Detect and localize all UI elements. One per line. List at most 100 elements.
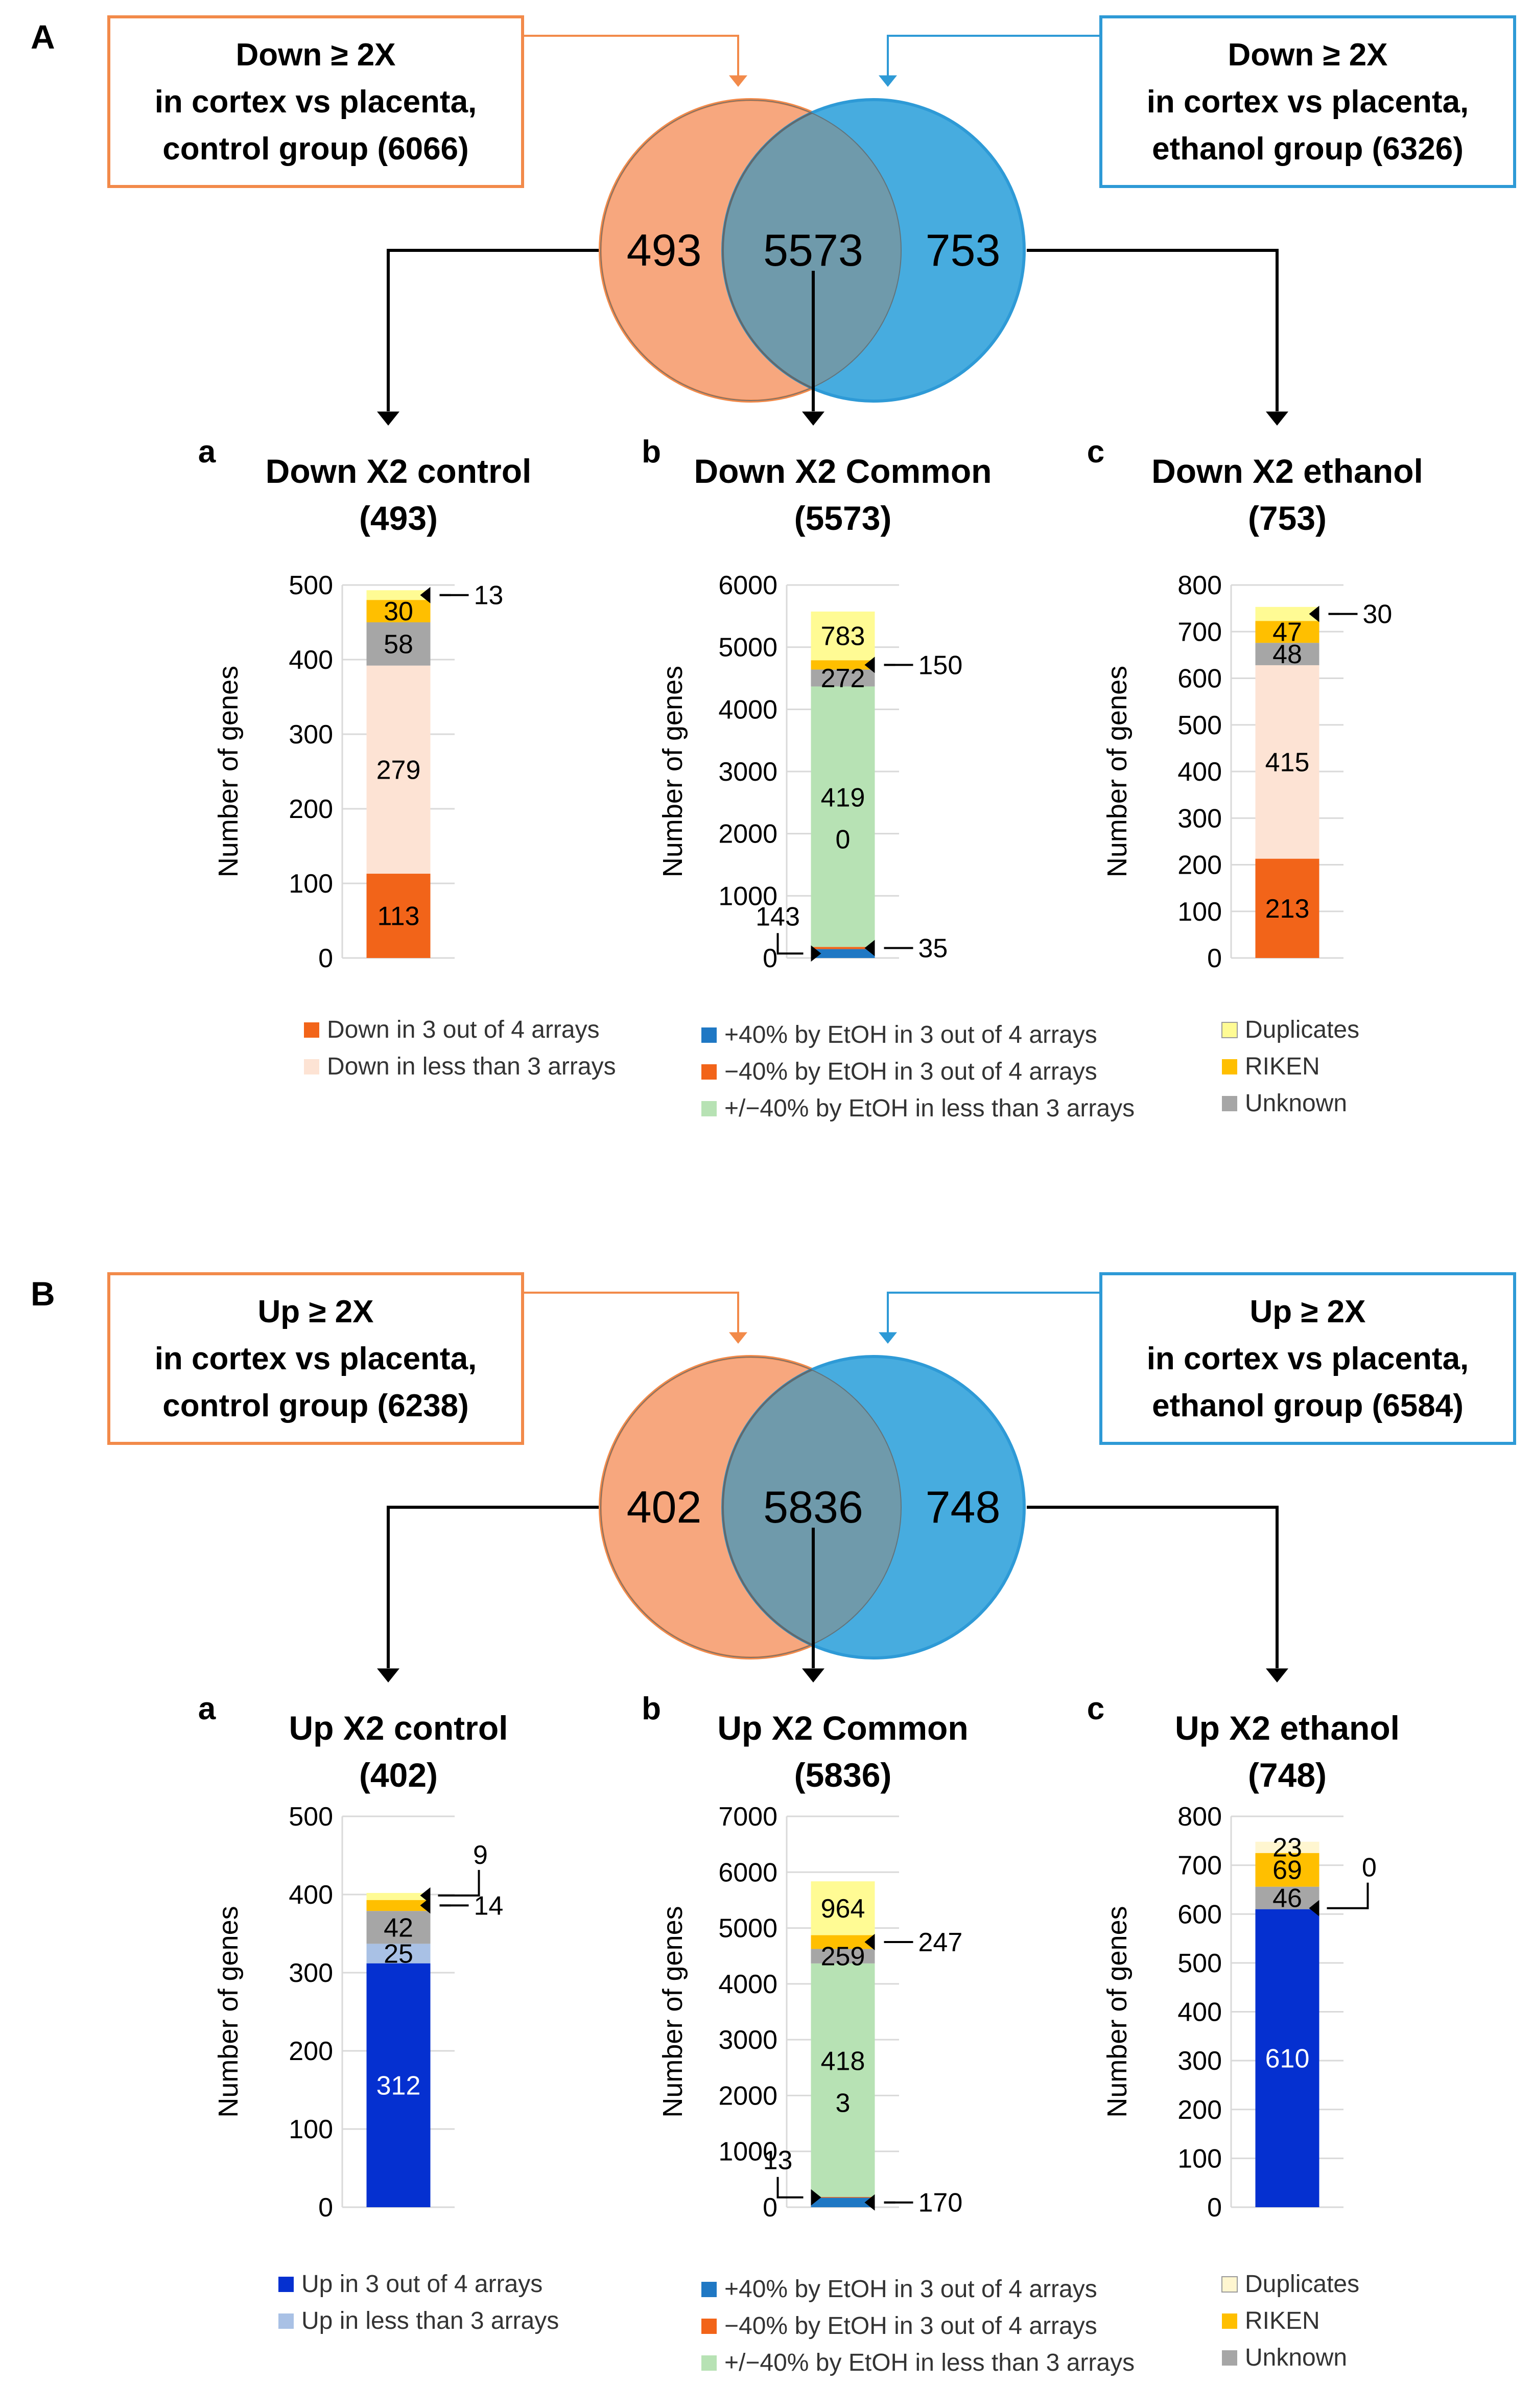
chart-subtitle: (5836) <box>794 1756 892 1794</box>
legend-swatch <box>701 2319 717 2334</box>
bar-segment <box>1255 1886 1319 1909</box>
bar-segment <box>1255 1909 1319 2207</box>
venn-ethanol-only: 748 <box>926 1482 1001 1532</box>
bar-segment <box>1255 858 1319 958</box>
venn-ethanol-only: 753 <box>926 225 1001 275</box>
y-tick-label: 300 <box>1177 2046 1222 2076</box>
callout-arrow <box>864 940 875 956</box>
arrow-to-a <box>387 1506 599 1668</box>
y-axis-label: Number of genes <box>213 666 244 877</box>
y-tick-label: 5000 <box>718 1914 777 1944</box>
bar-data-label: 25 <box>384 1939 413 1969</box>
box-ethanol-line: ethanol group (6584) <box>1152 1388 1464 1423</box>
bar-segment <box>1255 1841 1319 1853</box>
chart-sub-letter: a <box>198 1691 216 1726</box>
arrow-to-a-head <box>377 411 399 426</box>
bar-segment <box>366 1963 431 2207</box>
chart-title: Down X2 control <box>266 452 532 490</box>
box-ethanol-line: ethanol group (6326) <box>1152 131 1464 167</box>
bar-segment <box>1255 606 1319 621</box>
callout-arrow <box>864 2194 875 2211</box>
arrow-to-c <box>1027 249 1279 411</box>
y-tick-label: 2000 <box>718 2081 777 2111</box>
legend-label: +40% by EtOH in 3 out of 4 arrays <box>724 2276 1097 2303</box>
chart-sub-letter: c <box>1087 1691 1104 1726</box>
legend-label: +/−40% by EtOH in less than 3 arrays <box>724 2349 1135 2376</box>
legend-label: +40% by EtOH in 3 out of 4 arrays <box>724 1021 1097 1048</box>
bar-segment <box>811 1881 875 1935</box>
y-tick-label: 0 <box>318 2193 333 2223</box>
arrow-to-b-head <box>802 1668 824 1682</box>
legend-label: Duplicates <box>1245 2271 1359 2298</box>
venn-overlap <box>722 100 902 401</box>
box-control-line: in cortex vs placenta, <box>155 84 477 120</box>
y-tick-label: 700 <box>1177 617 1222 647</box>
legend-swatch <box>1222 1059 1237 1074</box>
bar-segment <box>366 600 431 622</box>
chart-subtitle: (748) <box>1248 1756 1327 1794</box>
y-tick-label: 500 <box>1177 711 1222 740</box>
callout-line <box>776 2177 804 2199</box>
box-ethanol-line: Down ≥ 2X <box>1228 37 1387 73</box>
callout-arrow <box>420 1887 431 1904</box>
y-tick-label: 4000 <box>718 695 777 724</box>
y-tick-label: 200 <box>289 2037 333 2066</box>
y-tick-label: 800 <box>1177 1802 1222 1832</box>
callout-line <box>1327 1882 1369 1909</box>
box-control-line: control group (6066) <box>162 131 468 167</box>
callout-arrow <box>864 657 875 673</box>
bar-segment <box>366 1944 431 1963</box>
bar-segment <box>1255 1853 1319 1887</box>
legend-swatch <box>701 1101 717 1116</box>
chart-a-c: c Down X2 ethanol (753) 0 100 200 300 400 500 600… <box>1087 434 1423 973</box>
bar-data-label: 610 <box>1265 2044 1310 2073</box>
connector-ethanol-head <box>879 1332 897 1344</box>
box-ethanol-line: in cortex vs placenta, <box>1147 1341 1469 1376</box>
y-tick-label: 2000 <box>718 820 777 849</box>
y-tick-label: 400 <box>289 1880 333 1910</box>
bar-segment <box>1255 621 1319 643</box>
legend-label: Duplicates <box>1245 1016 1359 1043</box>
bar-data-label: 48 <box>1272 640 1302 669</box>
chart-subtitle: (5573) <box>794 499 892 537</box>
venn-control-only: 493 <box>627 225 702 275</box>
connector-ethanol <box>887 35 1101 79</box>
y-tick-label: 400 <box>289 645 333 675</box>
bar-data-label: 30 <box>384 597 413 626</box>
legend-label: Up in less than 3 arrays <box>301 2307 559 2334</box>
y-tick-label: 400 <box>1177 757 1222 787</box>
legend-label: Down in less than 3 arrays <box>327 1053 616 1080</box>
y-axis-label: Number of genes <box>657 1906 688 2117</box>
bar-data-label: 69 <box>1272 1856 1302 1885</box>
y-tick-label: 0 <box>763 2193 777 2223</box>
callout-label: 13 <box>763 2146 793 2176</box>
callout-arrow <box>1309 1900 1319 1916</box>
chart-b-b: b Up X2 Common (5836) 0 1000 2000 3000 4000 5000… <box>642 1691 969 2223</box>
bar-data-label: 47 <box>1272 618 1302 647</box>
connector-ethanol <box>887 1292 1101 1336</box>
callout-label: 30 <box>1363 600 1393 629</box>
chart-title: Down X2 ethanol <box>1151 452 1423 490</box>
panel-a: A Down ≥ 2X in cortex vs placenta, control … <box>31 15 1516 426</box>
y-tick-label: 5000 <box>718 633 777 663</box>
y-tick-label: 200 <box>1177 851 1222 880</box>
chart-a-b: b Down X2 Common (5573) 0 1000 2000 3000 4000 50… <box>642 434 992 973</box>
box-control-group <box>107 15 524 188</box>
bar-data-label: 259 <box>821 1942 865 1972</box>
chart-title: Up X2 Common <box>717 1709 968 1747</box>
callout-line <box>776 933 804 955</box>
box-control-line: Up ≥ 2X <box>258 1294 374 1329</box>
venn-common: 5573 <box>763 225 863 275</box>
bar-data-label: 3 <box>836 2088 851 2118</box>
bar-segment <box>811 1963 875 2197</box>
y-tick-label: 6000 <box>718 571 777 600</box>
bar-segment <box>811 1935 875 1949</box>
y-tick-label: 300 <box>1177 804 1222 833</box>
legend-swatch <box>701 2282 717 2297</box>
callout-arrow <box>420 587 431 603</box>
y-tick-label: 7000 <box>718 1802 777 1832</box>
bar-data-label: 46 <box>1272 1884 1302 1913</box>
callout-label: 150 <box>918 650 963 680</box>
bar-data-label: 312 <box>376 2071 421 2100</box>
venn-overlap <box>722 1357 902 1658</box>
